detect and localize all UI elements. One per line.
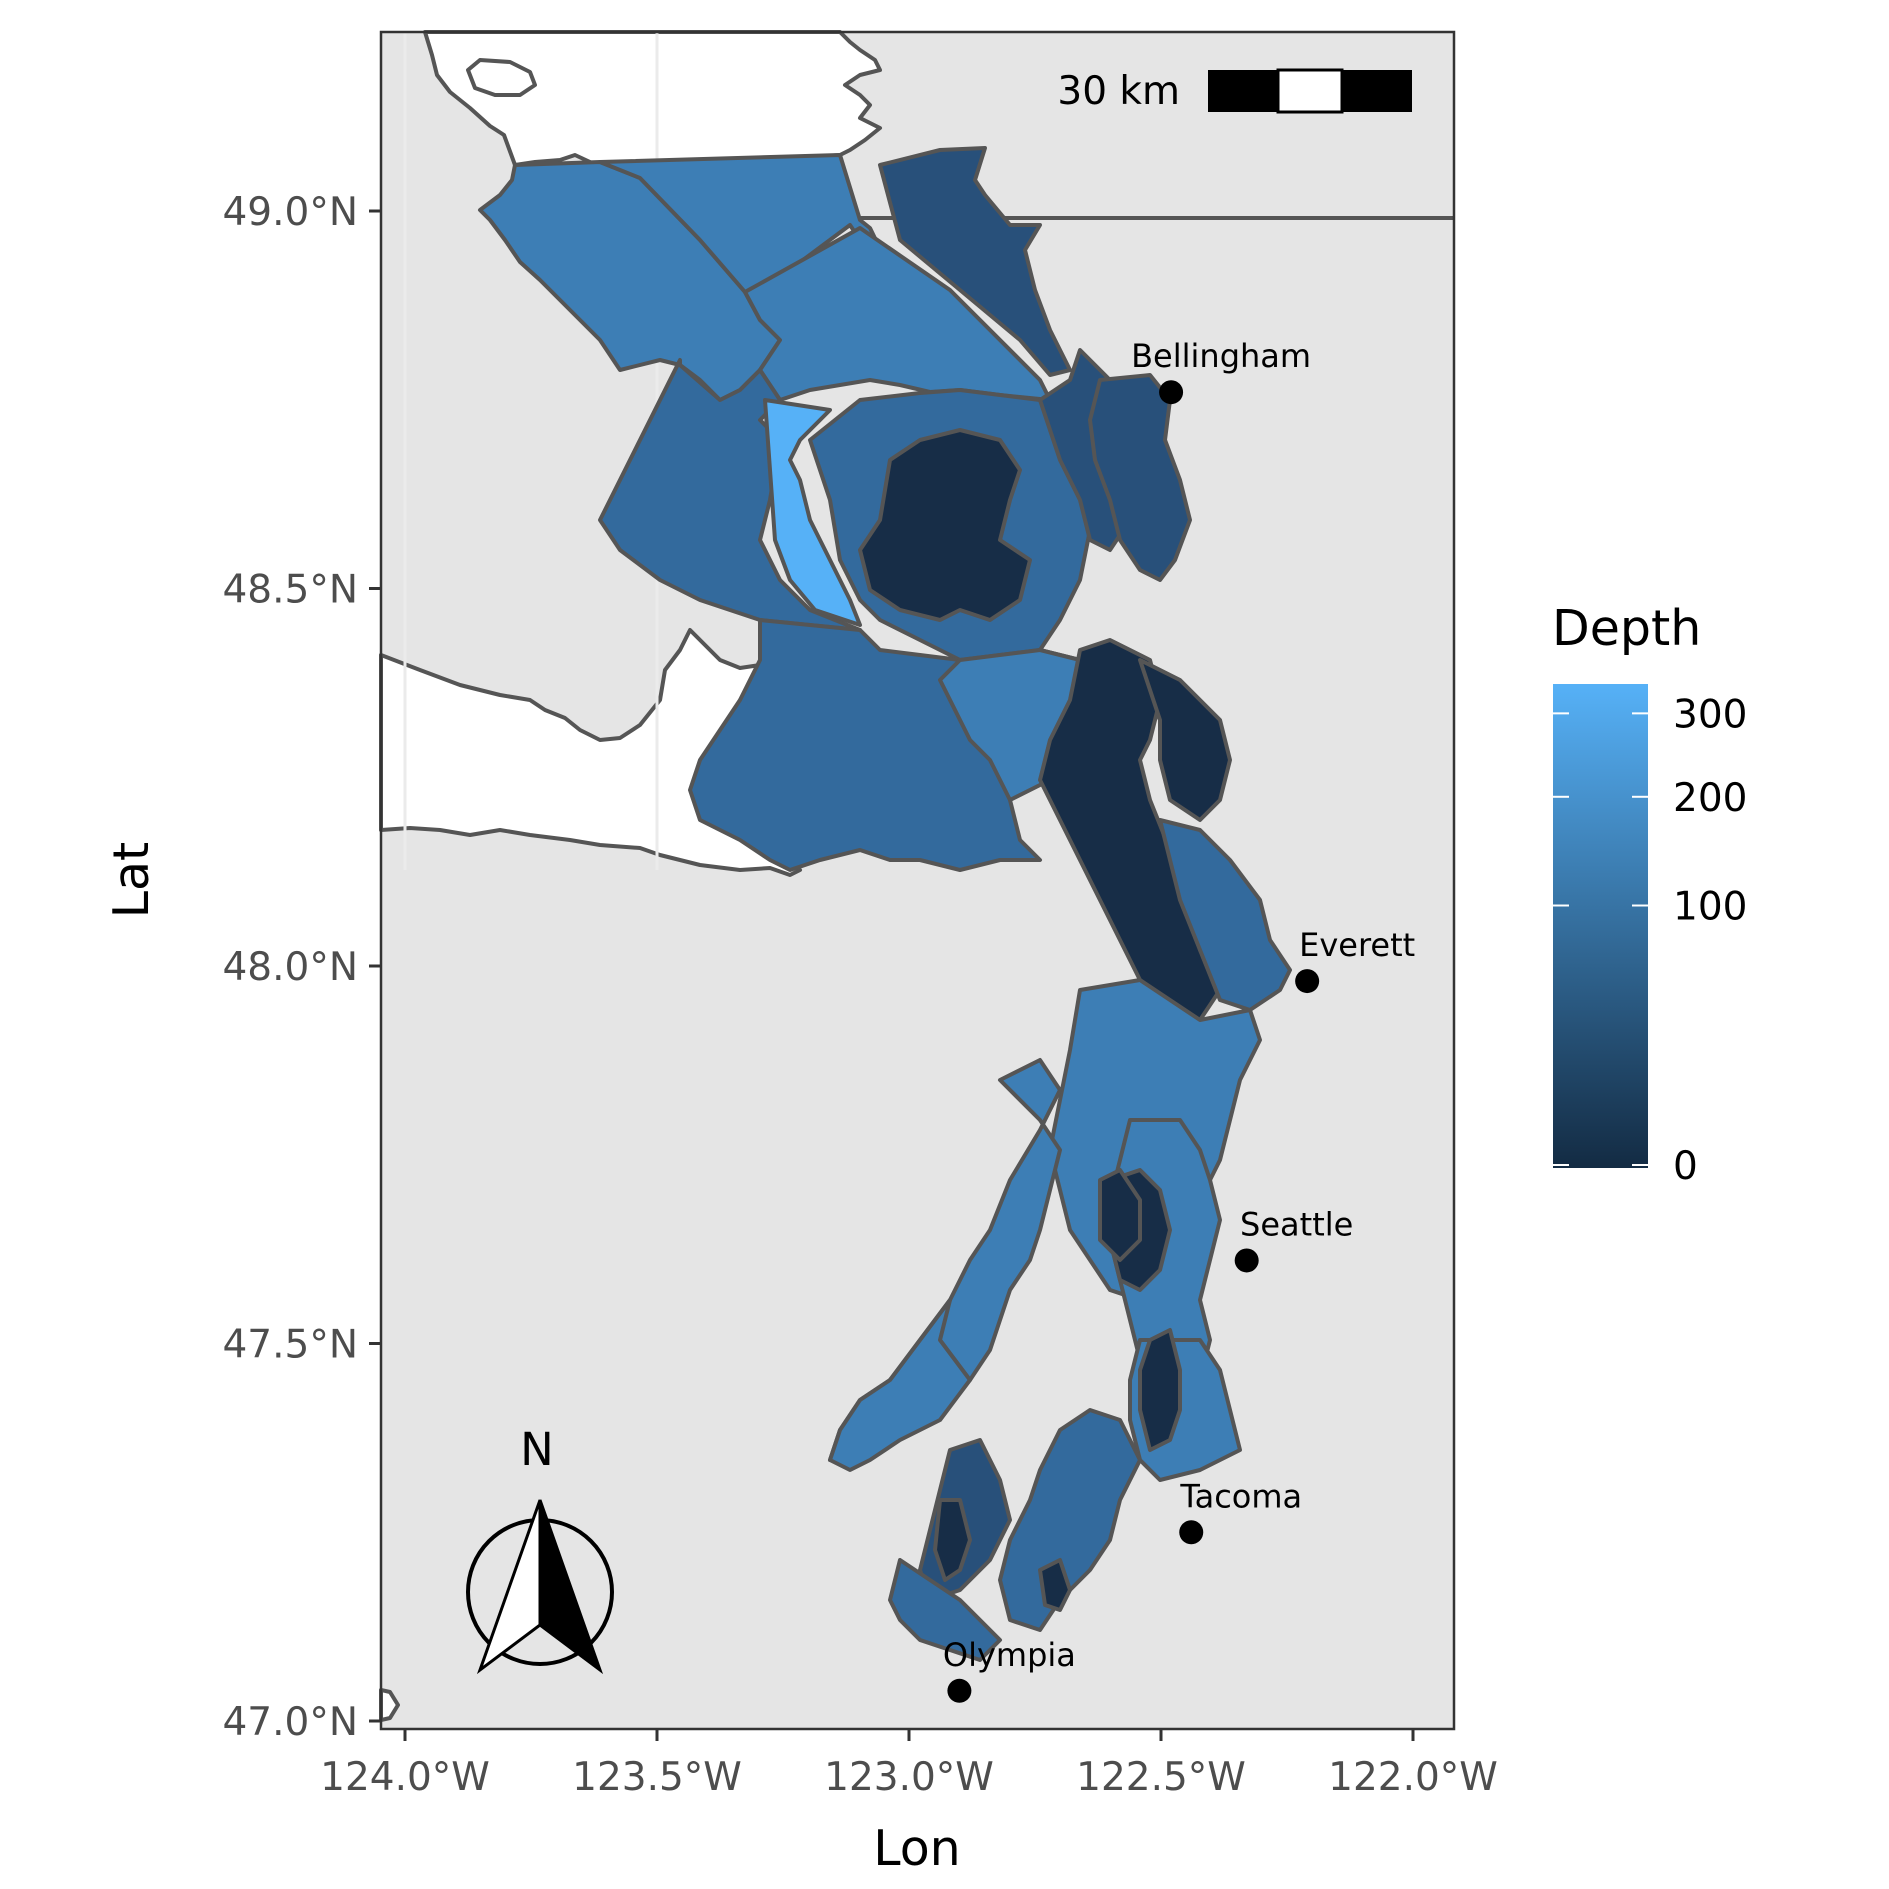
- y-axis-tick-label: 47.5°N: [222, 1323, 358, 1368]
- legend-break-label: 200: [1673, 776, 1747, 821]
- north-arrow-right-half: [538, 1499, 604, 1675]
- city-point: [947, 1678, 972, 1703]
- region-budd-inlet: [888, 1558, 1002, 1662]
- legend: Depth 300 200 100 0: [1552, 600, 1747, 1189]
- region-south-shallow-pocket: [1038, 1558, 1072, 1612]
- region-colvos: [1098, 1168, 1142, 1262]
- region-possession-sound: [1158, 818, 1292, 1012]
- city-label: Bellingham: [1131, 337, 1311, 375]
- x-axis-tick-label: 123.0°W: [824, 1755, 994, 1800]
- city-point: [1159, 380, 1184, 405]
- region-south-sound-shallow: [1138, 1328, 1182, 1452]
- legend-colorbar: [1553, 684, 1648, 1168]
- san-juan-island-land: [466, 58, 537, 97]
- legend-breaks: 300 200 100 0: [1553, 692, 1747, 1189]
- x-axis-title: Lon: [873, 1820, 960, 1877]
- city-point: [1234, 1248, 1259, 1273]
- y-axis-title: Lat: [103, 842, 160, 919]
- city-label: Everett: [1299, 926, 1415, 964]
- y-axis-tick-label: 47.0°N: [222, 1700, 358, 1745]
- city-label: Seattle: [1240, 1205, 1353, 1243]
- map-panel-content: Bellingham Everett Seattle Tacoma Olympia 30…: [379, 30, 1454, 1722]
- city-label: Tacoma: [1179, 1477, 1302, 1515]
- scale-bar-segment-2: [1276, 68, 1344, 114]
- legend-break-label: 300: [1673, 692, 1747, 737]
- x-axis-tick-label: 124.0°W: [320, 1755, 490, 1800]
- region-boundary-pass: [743, 226, 1052, 402]
- region-bellingham-bay: [1088, 373, 1192, 582]
- scale-bar-segment-3: [1342, 70, 1412, 112]
- y-axis-tick-label: 48.5°N: [222, 568, 358, 613]
- region-haro-strait: [598, 358, 862, 632]
- y-axis: 49.0°N 48.5°N 48.0°N 47.5°N 47.0°N: [222, 190, 381, 1745]
- scale-bar: 30 km: [1057, 68, 1412, 114]
- city-label: Olympia: [943, 1636, 1076, 1674]
- region-northeast-channel: [878, 146, 1072, 377]
- legend-break-label: 0: [1673, 1144, 1698, 1189]
- city-markers: Bellingham Everett Seattle Tacoma Olympia: [943, 337, 1415, 1703]
- region-haro-deep: [763, 398, 862, 627]
- legend-break-label: 100: [1673, 885, 1747, 930]
- y-axis-tick-label: 48.0°N: [222, 945, 358, 990]
- x-axis-tick-label: 123.5°W: [572, 1755, 742, 1800]
- depth-regions: [478, 146, 1292, 1662]
- region-san-juan-shallow: [858, 428, 1032, 622]
- region-case-inlet: [933, 1498, 972, 1582]
- region-whidbey-basin: [1038, 638, 1222, 1022]
- region-hood-canal-inner: [828, 1298, 972, 1472]
- x-axis: 124.0°W 123.5°W 123.0°W 122.5°W 122.0°W: [320, 1729, 1498, 1800]
- x-axis-tick-label: 122.5°W: [1076, 1755, 1246, 1800]
- y-axis-tick-label: 49.0°N: [222, 190, 358, 235]
- x-axis-tick-label: 122.0°W: [1328, 1755, 1498, 1800]
- scale-bar-label: 30 km: [1057, 69, 1180, 114]
- panel-border: [379, 30, 1456, 1731]
- city-point: [1179, 1520, 1204, 1545]
- legend-title: Depth: [1552, 600, 1701, 657]
- north-arrow: N: [466, 1423, 614, 1675]
- north-arrow-label: N: [520, 1423, 554, 1476]
- city-point: [1295, 969, 1320, 994]
- region-skagit-bay: [1138, 658, 1232, 822]
- scale-bar-segment-1: [1208, 70, 1278, 112]
